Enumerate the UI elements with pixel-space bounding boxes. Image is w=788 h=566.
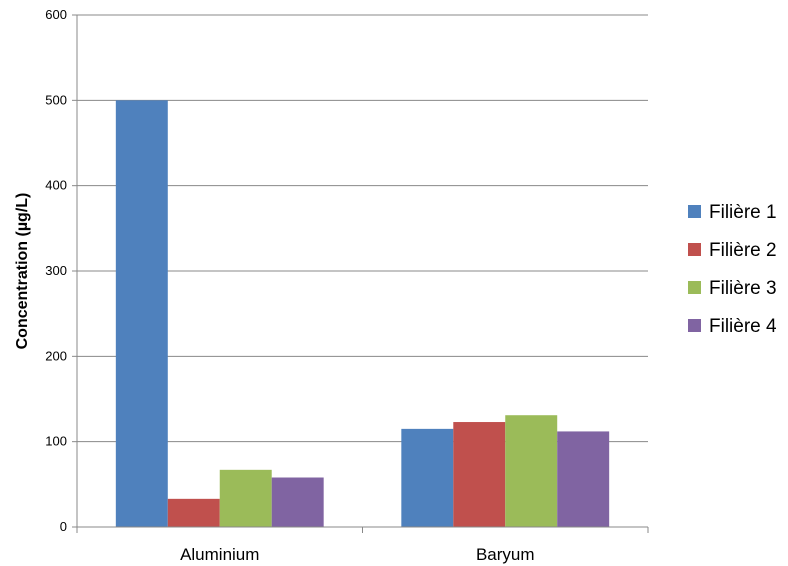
bars	[115, 100, 610, 527]
bar-baryum-series-1	[401, 428, 454, 527]
y-tick-label: 400	[45, 178, 67, 193]
bar-aluminium-series-1	[115, 100, 168, 527]
axes	[76, 15, 649, 533]
x-category-label: Baryum	[476, 545, 535, 564]
bar-baryum-series-4	[557, 431, 610, 527]
bar-aluminium-series-2	[167, 498, 220, 527]
bar-baryum-series-3	[505, 415, 558, 527]
legend-swatch	[688, 243, 701, 256]
legend-label: Filière 3	[709, 278, 777, 299]
y-axis-label: Concentration (µg/L)	[14, 193, 31, 350]
legend-swatch	[688, 205, 701, 218]
y-tick-label: 100	[45, 434, 67, 449]
bar-baryum-series-2	[453, 422, 506, 527]
y-tick-label: 0	[60, 519, 67, 534]
x-axis-categories: Aluminium Baryum	[180, 545, 534, 564]
legend-swatch	[688, 281, 701, 294]
x-category-label: Aluminium	[180, 545, 259, 564]
legend: Filière 1 Filière 2 Filière 3 Filière 4	[688, 202, 777, 337]
bar-aluminium-series-3	[219, 469, 272, 527]
y-axis-ticks: 0 100 200 300 400 500 600	[45, 7, 77, 534]
y-tick-label: 200	[45, 348, 67, 363]
y-tick-label: 300	[45, 263, 67, 278]
legend-swatch	[688, 319, 701, 332]
y-tick-label: 500	[45, 92, 67, 107]
legend-label: Filière 2	[709, 240, 777, 261]
y-tick-label: 600	[45, 7, 67, 22]
bar-aluminium-series-4	[271, 477, 324, 527]
legend-label: Filière 4	[709, 316, 777, 337]
legend-label: Filière 1	[709, 202, 777, 223]
